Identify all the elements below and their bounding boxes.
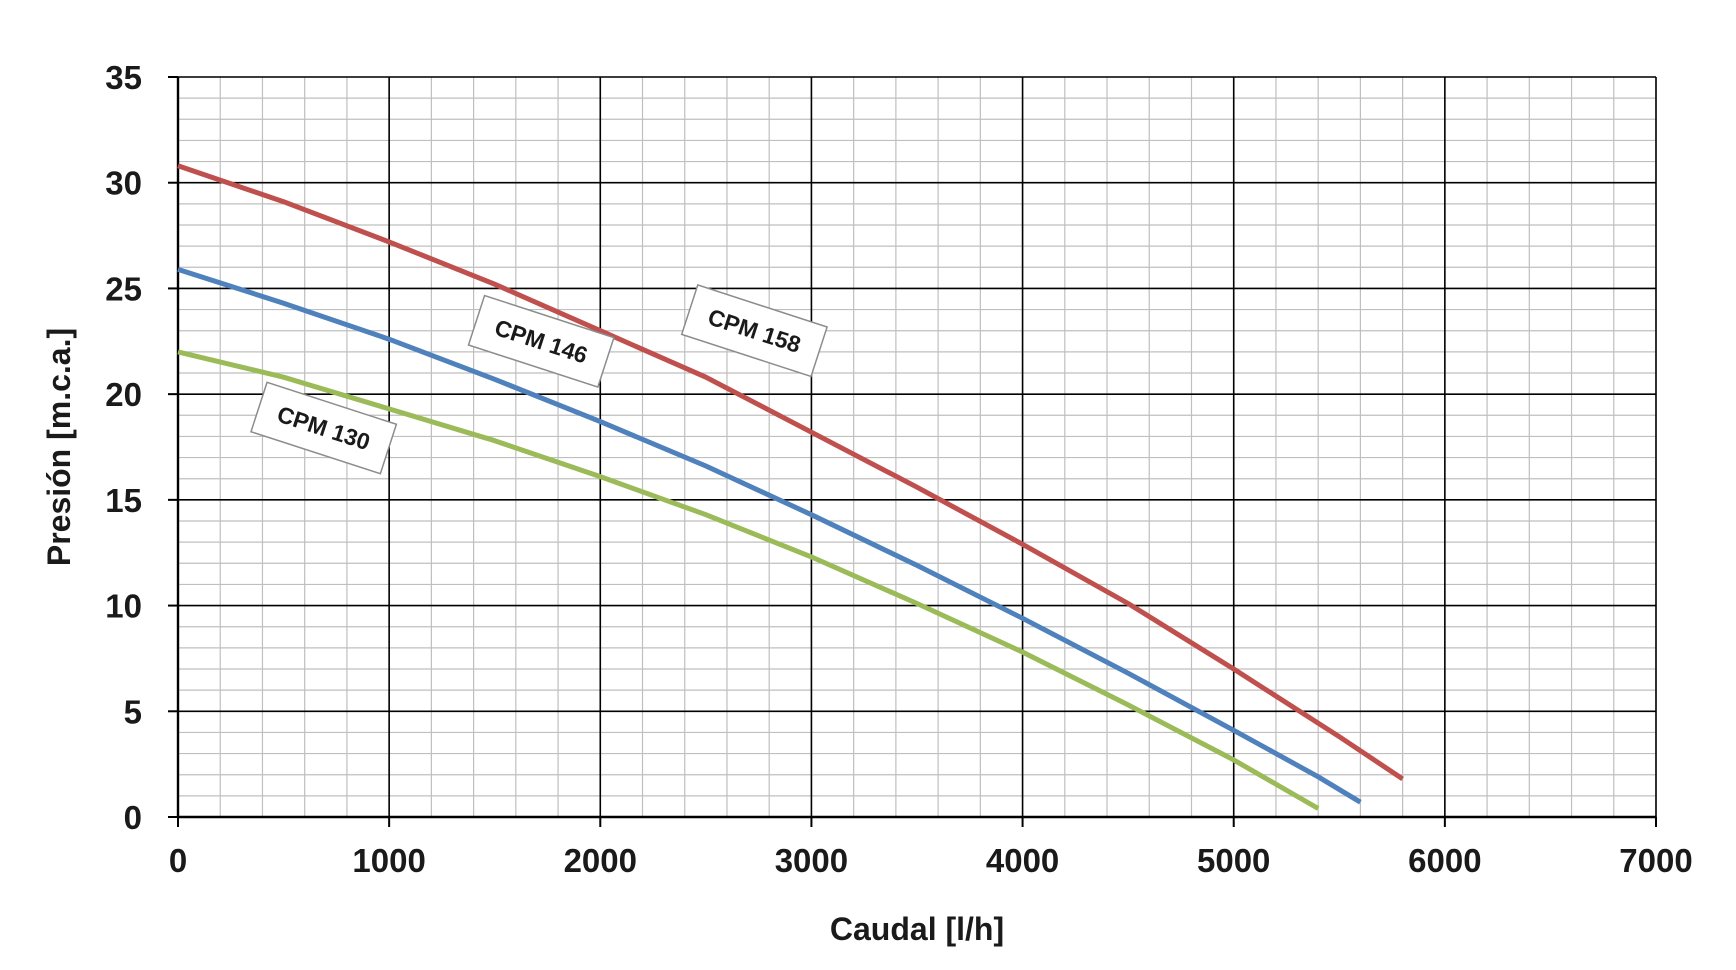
series-line-cpm-130 <box>177 349 1320 811</box>
series-line-cpm-146 <box>177 267 1362 805</box>
y-axis-ticks: 0 5 10 15 20 25 30 35 <box>105 59 178 836</box>
y-tick-label: 25 <box>105 270 142 307</box>
annotation-box <box>250 381 398 475</box>
x-tick-label: 1000 <box>352 842 425 879</box>
series-layer <box>177 163 1404 811</box>
series-line-cpm-158 <box>177 163 1404 781</box>
y-tick-label: 20 <box>105 376 142 413</box>
y-tick-label: 15 <box>105 482 142 519</box>
annotation-cpm-158: CPM 158 <box>680 284 829 378</box>
y-tick-label: 30 <box>105 165 142 202</box>
y-tick-label: 5 <box>124 693 142 730</box>
minor-grid <box>177 76 1657 818</box>
y-tick-label: 10 <box>105 588 142 625</box>
x-tick-label: 4000 <box>986 842 1059 879</box>
x-axis-title: Caudal [l/h] <box>830 911 1004 947</box>
axes <box>176 77 1656 819</box>
y-tick-label: 35 <box>105 59 142 96</box>
annotation-cpm-130: CPM 130 <box>250 381 398 475</box>
annotation-layer: CPM 158 CPM 146 CPM 130 <box>250 284 829 475</box>
x-tick-label: 2000 <box>564 842 637 879</box>
annotation-cpm-146: CPM 146 <box>467 294 615 388</box>
y-axis-title: Presión [m.c.a.] <box>41 328 77 566</box>
x-tick-label: 7000 <box>1619 842 1692 879</box>
x-tick-label: 0 <box>169 842 187 879</box>
x-axis-ticks: 0 1000 2000 3000 4000 5000 6000 7000 <box>169 817 1693 879</box>
x-tick-label: 5000 <box>1197 842 1270 879</box>
x-tick-label: 3000 <box>775 842 848 879</box>
annotation-box <box>467 294 615 388</box>
x-tick-label: 6000 <box>1408 842 1481 879</box>
major-grid <box>177 76 1657 818</box>
y-tick-label: 0 <box>124 799 142 836</box>
annotation-box <box>680 284 829 378</box>
